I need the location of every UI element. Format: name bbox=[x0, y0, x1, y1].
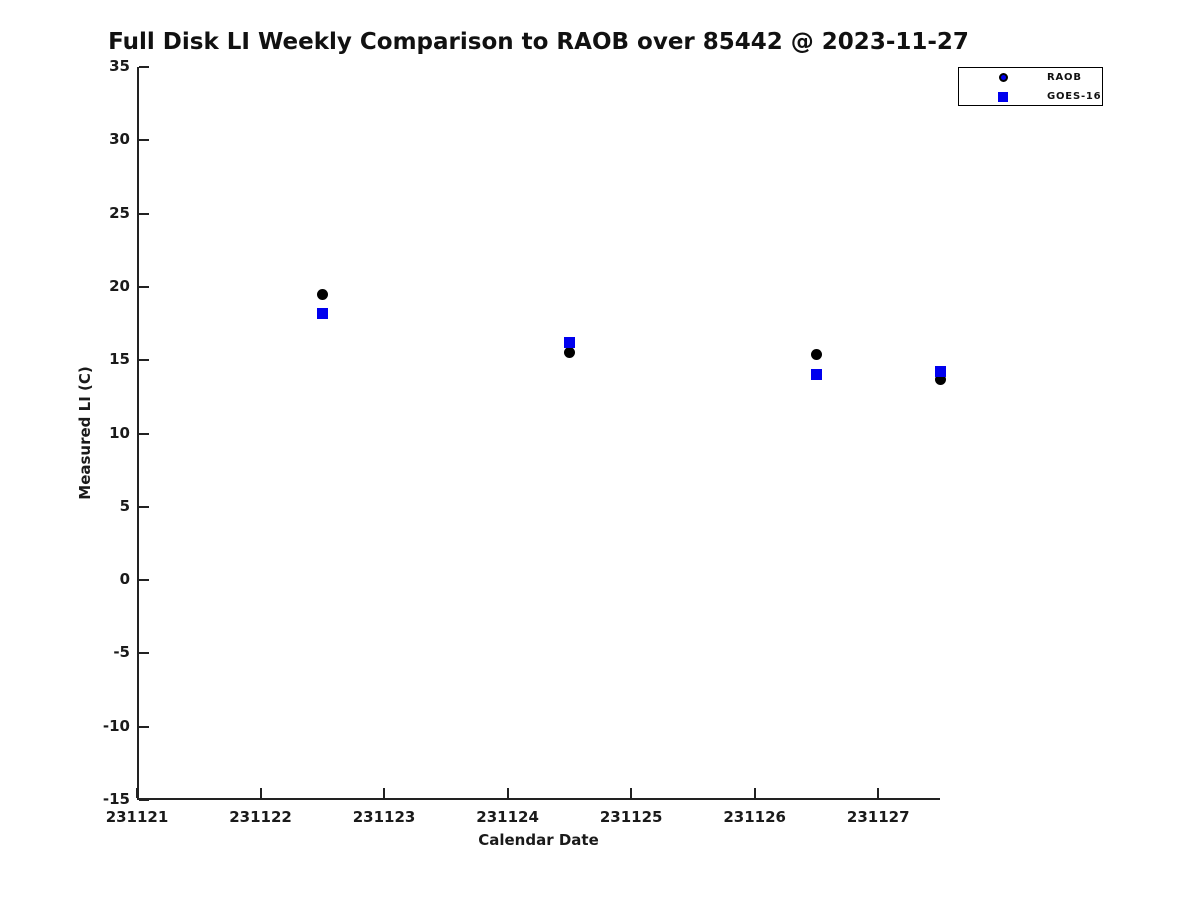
y-tick-label: 25 bbox=[109, 203, 130, 222]
x-tick-label: 231121 bbox=[105, 808, 169, 826]
legend-label-goes-16: GOES-16 bbox=[1047, 91, 1102, 102]
y-tick-label: 30 bbox=[109, 130, 130, 149]
legend-label-raob: RAOB bbox=[1047, 72, 1082, 83]
y-tick-mark bbox=[139, 66, 149, 68]
x-tick-label: 231125 bbox=[599, 808, 663, 826]
data-point-goes-16 bbox=[934, 366, 946, 378]
x-tick-label: 231126 bbox=[723, 808, 786, 826]
y-tick-mark bbox=[139, 139, 149, 142]
y-tick-label: -15 bbox=[102, 790, 130, 808]
y-tick-mark bbox=[139, 359, 149, 362]
x-tick-mark bbox=[630, 788, 633, 798]
y-tick-label: 35 bbox=[109, 57, 130, 75]
y-tick-mark bbox=[139, 285, 149, 288]
y-tick-label: 0 bbox=[119, 570, 130, 589]
x-tick-mark bbox=[259, 788, 262, 798]
legend-item-goes-16: GOES-16 bbox=[959, 87, 1102, 106]
x-tick-label: 231127 bbox=[846, 808, 910, 826]
x-axis-spine bbox=[137, 798, 940, 800]
y-tick-mark bbox=[139, 725, 149, 728]
data-point-raob bbox=[316, 288, 328, 300]
data-point-goes-16 bbox=[563, 337, 575, 349]
y-tick-mark bbox=[139, 652, 149, 655]
y-tick-label: 5 bbox=[119, 496, 130, 515]
x-tick-mark bbox=[877, 788, 880, 798]
data-point-raob bbox=[934, 373, 946, 385]
x-tick-mark bbox=[506, 788, 509, 798]
x-axis-label: Calendar Date bbox=[478, 831, 599, 849]
legend-item-raob: RAOB bbox=[959, 68, 1102, 87]
legend-box: RAOB GOES-16 bbox=[958, 67, 1103, 106]
goes-16-square-icon bbox=[998, 91, 1008, 102]
data-point-goes-16 bbox=[316, 307, 328, 319]
y-tick-label: 20 bbox=[109, 276, 130, 295]
raob-circle-icon bbox=[998, 73, 1008, 82]
x-tick-label: 231124 bbox=[476, 808, 539, 826]
y-tick-mark bbox=[139, 579, 149, 582]
y-tick-mark bbox=[139, 212, 149, 215]
data-point-raob bbox=[810, 348, 822, 360]
x-tick-label: 231123 bbox=[352, 808, 416, 826]
y-tick-label: 10 bbox=[109, 423, 130, 442]
chart-title: Full Disk LI Weekly Comparison to RAOB o… bbox=[108, 29, 969, 55]
y-tick-label: 15 bbox=[109, 350, 130, 369]
data-point-goes-16 bbox=[810, 369, 822, 381]
data-point-raob bbox=[563, 347, 575, 359]
plot-area bbox=[136, 66, 946, 801]
x-tick-mark bbox=[753, 788, 756, 798]
y-tick-mark bbox=[139, 505, 149, 508]
y-tick-mark bbox=[139, 432, 149, 435]
y-axis-label: Measured LI (C) bbox=[76, 366, 94, 500]
y-tick-mark bbox=[139, 799, 149, 801]
x-tick-mark bbox=[136, 788, 138, 798]
x-tick-mark bbox=[383, 788, 386, 798]
y-tick-label: -5 bbox=[113, 643, 130, 662]
x-tick-label: 231122 bbox=[229, 808, 292, 826]
y-tick-label: -10 bbox=[102, 716, 130, 735]
y-axis-spine bbox=[137, 67, 139, 800]
